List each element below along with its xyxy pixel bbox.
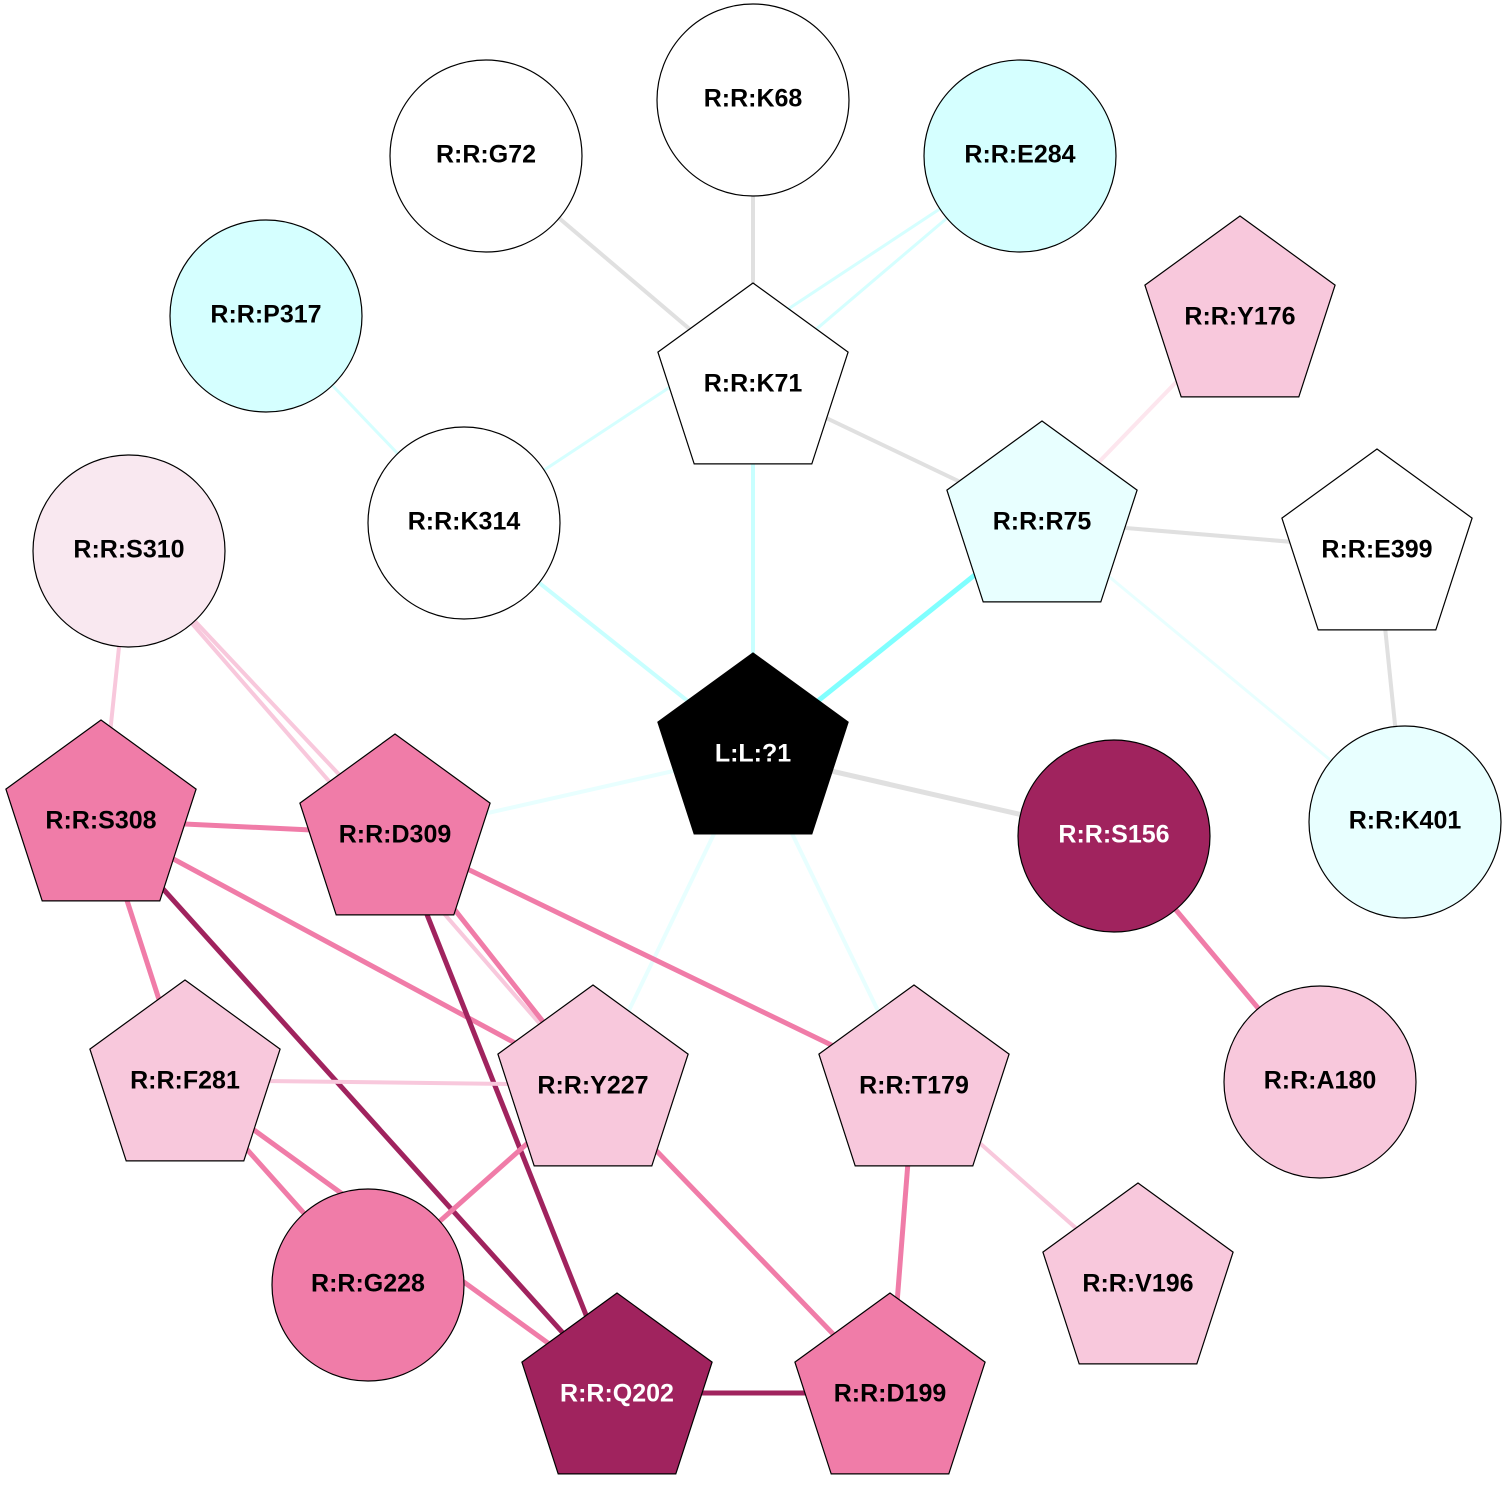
node-circle	[389, 59, 583, 253]
nodes: R:R:K68 R:R:G72 R:R:E284 R:R:P317 R:R:Y176 R:…	[5, 3, 1502, 1475]
node-label: R:R:S308	[45, 807, 156, 835]
node-pentagon	[1281, 448, 1473, 631]
node: R:R:K68	[656, 3, 850, 197]
node-circle	[271, 1188, 465, 1382]
node: L:L:?1	[657, 652, 849, 835]
node-circle	[1017, 739, 1211, 933]
node: R:R:G228	[271, 1188, 465, 1382]
node: R:R:S156	[1017, 739, 1211, 933]
node: R:R:Y227	[497, 984, 689, 1167]
node-label: R:R:Q202	[560, 1380, 674, 1408]
node-label: R:R:D199	[834, 1380, 947, 1408]
node: R:R:Y176	[1144, 215, 1336, 398]
node-label: R:R:T179	[859, 1072, 969, 1100]
node: R:R:D309	[299, 733, 491, 916]
node-pentagon	[818, 984, 1010, 1167]
node-circle	[367, 426, 561, 620]
node-pentagon	[794, 1292, 986, 1475]
edge	[99, 817, 595, 1088]
node-pentagon	[657, 282, 849, 465]
node-pentagon	[299, 733, 491, 916]
node-label: R:R:R75	[993, 508, 1092, 536]
node: R:R:D199	[794, 1292, 986, 1475]
node: R:R:T179	[818, 984, 1010, 1167]
node-pentagon	[5, 719, 197, 902]
node-label: R:R:G228	[311, 1270, 425, 1298]
edge	[99, 818, 619, 1395]
node-label: R:R:K68	[704, 85, 803, 113]
node: R:R:A180	[1223, 985, 1417, 1179]
node-label: R:R:S156	[1058, 821, 1169, 849]
node: R:R:K314	[367, 426, 561, 620]
node-label: R:R:A180	[1264, 1067, 1377, 1095]
node: R:R:S310	[32, 454, 226, 648]
node-circle	[32, 454, 226, 648]
node-pentagon	[89, 979, 281, 1162]
node: R:R:G72	[389, 59, 583, 253]
node-pentagon	[1042, 1182, 1234, 1365]
node: R:R:V196	[1042, 1182, 1234, 1365]
node-label: R:R:Y176	[1184, 303, 1295, 331]
node: R:R:F281	[89, 979, 281, 1162]
node-label: R:R:Y227	[537, 1072, 648, 1100]
node-pentagon	[657, 652, 849, 835]
node-pentagon	[521, 1292, 713, 1475]
node-label: R:R:K401	[1349, 807, 1462, 835]
node-label: L:L:?1	[715, 740, 791, 768]
node: R:R:R75	[946, 420, 1138, 603]
node-pentagon	[1144, 215, 1336, 398]
node: R:R:K71	[657, 282, 849, 465]
node-circle	[1308, 725, 1502, 919]
node-label: R:R:K71	[704, 370, 803, 398]
node-label: R:R:S310	[73, 536, 184, 564]
edge	[393, 831, 916, 1088]
node-label: R:R:K314	[408, 508, 521, 536]
node-pentagon	[946, 420, 1138, 603]
node-label: R:R:F281	[130, 1067, 240, 1095]
node-label: R:R:V196	[1082, 1270, 1193, 1298]
edge	[392, 833, 620, 1394]
node: R:R:Q202	[521, 1292, 713, 1475]
node-label: R:R:P317	[210, 301, 321, 329]
node: R:R:K401	[1308, 725, 1502, 919]
node-label: R:R:D309	[339, 821, 452, 849]
node: R:R:S308	[5, 719, 197, 902]
node-circle	[169, 219, 363, 413]
node: R:R:P317	[169, 219, 363, 413]
node-circle	[656, 3, 850, 197]
node-circle	[923, 59, 1117, 253]
node: R:R:E399	[1281, 448, 1473, 631]
node-pentagon	[497, 984, 689, 1167]
node-label: R:R:E284	[964, 141, 1075, 169]
node-label: R:R:G72	[436, 141, 536, 169]
node-circle	[1223, 985, 1417, 1179]
node-label: R:R:E399	[1321, 536, 1432, 564]
node: R:R:E284	[923, 59, 1117, 253]
